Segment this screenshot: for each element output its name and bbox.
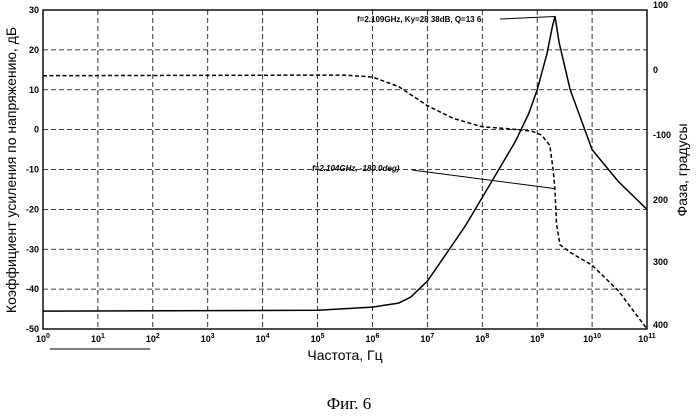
y-right-tick-label: -100 — [653, 130, 671, 140]
annotation-gain-peak: f=2.109GHz, Ky=28 38dB, Q=13 6 — [357, 15, 482, 24]
annotation-leader-gain — [500, 16, 555, 19]
y-right-tick-label: 200 — [653, 195, 668, 205]
x-axis-label: Частота, Гц — [307, 347, 382, 363]
y-left-tick-label: -40 — [26, 284, 39, 294]
x-tick-label: 108 — [475, 333, 489, 344]
x-tick-label: 1011 — [638, 333, 656, 344]
y-right-tick-label: 400 — [653, 320, 668, 330]
x-tick-label: 109 — [530, 333, 544, 344]
annotation-phase-point: f=2.104GHz, -180.0deg) — [312, 164, 400, 173]
y-right-tick-label: 300 — [653, 257, 668, 267]
x-tick-label: 102 — [146, 333, 160, 344]
y-left-tick-label: 10 — [29, 85, 39, 95]
y-axis-left-label: Коэффициент усиления по напряжению, дБ — [3, 27, 19, 313]
phase-curve — [43, 75, 647, 329]
x-tick-label: 103 — [201, 333, 215, 344]
x-tick-label: 101 — [91, 333, 105, 344]
y-right-tick-label: 0 — [653, 65, 658, 75]
x-tick-label: 1010 — [583, 333, 601, 344]
annotation-leader-phase — [412, 170, 555, 189]
y-left-tick-label: 30 — [29, 5, 39, 15]
y-right-tick-label: 100 — [653, 0, 668, 10]
x-tick-label: 107 — [420, 333, 434, 344]
figure-caption: Фиг. 6 — [327, 394, 372, 413]
x-tick-label: 106 — [365, 333, 379, 344]
y-axis-right-label: Фаза, градусы — [674, 123, 690, 216]
annotations-layer: f=2.109GHz, Ky=28 38dB, Q=13 6 f=2.104GHz… — [312, 15, 555, 189]
y-left-tick-label: -30 — [26, 244, 39, 254]
x-tick-label: 105 — [311, 333, 325, 344]
y-left-tick-label: -20 — [26, 204, 39, 214]
x-tick-label: 100 — [36, 333, 50, 344]
y-left-tick-label: -50 — [26, 324, 39, 334]
y-left-tick-label: 20 — [29, 45, 39, 55]
y-left-tick-label: -10 — [26, 165, 39, 175]
y-left-tick-label: 0 — [34, 125, 39, 135]
x-tick-label: 104 — [256, 333, 270, 344]
